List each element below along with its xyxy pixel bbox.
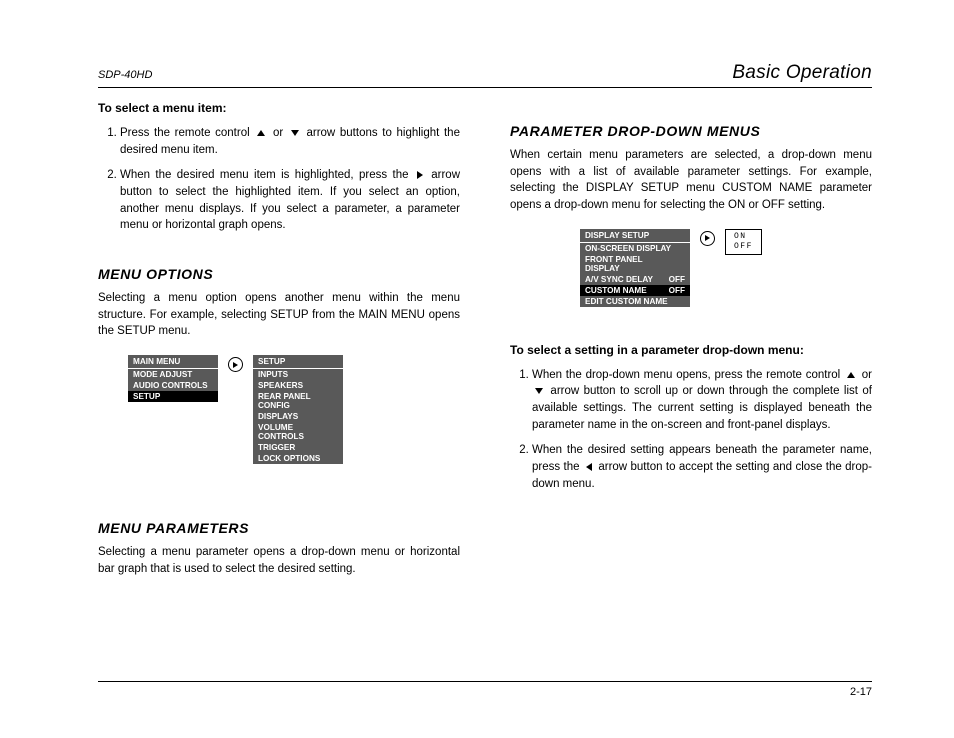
setup-menu-item: REAR PANEL CONFIG [253, 391, 343, 411]
model-label: SDP-40HD [98, 69, 152, 81]
arrow-up-icon [847, 372, 855, 378]
arrow-circle-icon [700, 231, 715, 246]
dropdown-option: ON [734, 232, 753, 242]
right-column: PARAMETER DROP-DOWN MENUS When certain m… [510, 101, 872, 681]
setup-menu-item: DISPLAYS [253, 411, 343, 422]
main-menu-diagram: MAIN MENU MODE ADJUST AUDIO CONTROLS SET… [128, 355, 460, 464]
main-menu-item: AUDIO CONTROLS [128, 380, 218, 391]
main-menu-title: MAIN MENU [128, 355, 218, 369]
arrow-left-icon [586, 463, 592, 471]
display-setup-item-selected: CUSTOM NAMEOFF [580, 285, 690, 296]
diagram-arrow [700, 231, 715, 246]
menu-parameters-heading: MENU PARAMETERS [98, 520, 460, 536]
menu-options-heading: MENU OPTIONS [98, 266, 460, 282]
setup-menu-item: VOLUME CONTROLS [253, 422, 343, 442]
to-select-heading: To select a menu item: [98, 101, 460, 115]
rstep1-b: or [858, 369, 872, 381]
main-menu-item: MODE ADJUST [128, 369, 218, 380]
content-columns: To select a menu item: Press the remote … [98, 101, 872, 681]
display-setup-title: DISPLAY SETUP [580, 229, 690, 243]
menu-options-text: Selecting a menu option opens another me… [98, 290, 460, 340]
setup-menu-item: INPUTS [253, 369, 343, 380]
step2-a: When the desired menu item is highlighte… [120, 169, 414, 181]
display-setup-box: DISPLAY SETUP ON-SCREEN DISPLAY FRONT PA… [580, 229, 690, 307]
page-footer: 2-17 [98, 681, 872, 698]
rstep2-b: arrow button to accept the setting and c… [532, 461, 872, 490]
setting-step-1: When the drop-down menu opens, press the… [532, 367, 872, 434]
setup-menu-box: SETUP INPUTS SPEAKERS REAR PANEL CONFIG … [253, 355, 343, 464]
main-menu-box: MAIN MENU MODE ADJUST AUDIO CONTROLS SET… [128, 355, 218, 402]
menu-parameters-text: Selecting a menu parameter opens a drop-… [98, 544, 460, 577]
step1-a: Press the remote control [120, 127, 254, 139]
arrow-down-icon [535, 388, 543, 394]
setup-menu-item: LOCK OPTIONS [253, 453, 343, 464]
arrow-right-icon [417, 171, 423, 179]
setup-menu-item: SPEAKERS [253, 380, 343, 391]
diagram-arrow [228, 357, 243, 372]
setup-menu-title: SETUP [253, 355, 343, 369]
display-setup-item: EDIT CUSTOM NAME [580, 296, 690, 307]
select-setting-steps: When the drop-down menu opens, press the… [510, 367, 872, 493]
setting-step-2: When the desired setting appears beneath… [532, 442, 872, 492]
display-setup-item: ON-SCREEN DISPLAY [580, 243, 690, 254]
select-menu-steps: Press the remote control or arrow button… [98, 125, 460, 234]
page-header: SDP-40HD Basic Operation [98, 62, 872, 88]
setup-menu-item: TRIGGER [253, 442, 343, 453]
display-setup-item: FRONT PANEL DISPLAY [580, 254, 690, 274]
section-title: Basic Operation [732, 62, 872, 84]
arrow-down-icon [291, 130, 299, 136]
rstep1-a: When the drop-down menu opens, press the… [532, 369, 844, 381]
display-setup-diagram: DISPLAY SETUP ON-SCREEN DISPLAY FRONT PA… [580, 229, 872, 307]
on-off-dropdown: ON OFF [725, 229, 762, 256]
dropdown-option: OFF [734, 242, 753, 252]
arrow-up-icon [257, 130, 265, 136]
select-setting-heading: To select a setting in a parameter drop-… [510, 343, 872, 357]
rstep1-c: arrow button to scroll up or down throug… [532, 385, 872, 430]
left-column: To select a menu item: Press the remote … [98, 101, 460, 681]
dropdown-menus-text: When certain menu parameters are selecte… [510, 147, 872, 214]
select-step-2: When the desired menu item is highlighte… [120, 167, 460, 234]
main-menu-item-selected: SETUP [128, 391, 218, 402]
page: SDP-40HD Basic Operation To select a men… [0, 0, 954, 738]
dropdown-menus-heading: PARAMETER DROP-DOWN MENUS [510, 123, 872, 139]
page-number: 2-17 [850, 686, 872, 698]
select-step-1: Press the remote control or arrow button… [120, 125, 460, 158]
step1-b: or [268, 127, 288, 139]
display-setup-item: A/V SYNC DELAYOFF [580, 274, 690, 285]
arrow-circle-icon [228, 357, 243, 372]
